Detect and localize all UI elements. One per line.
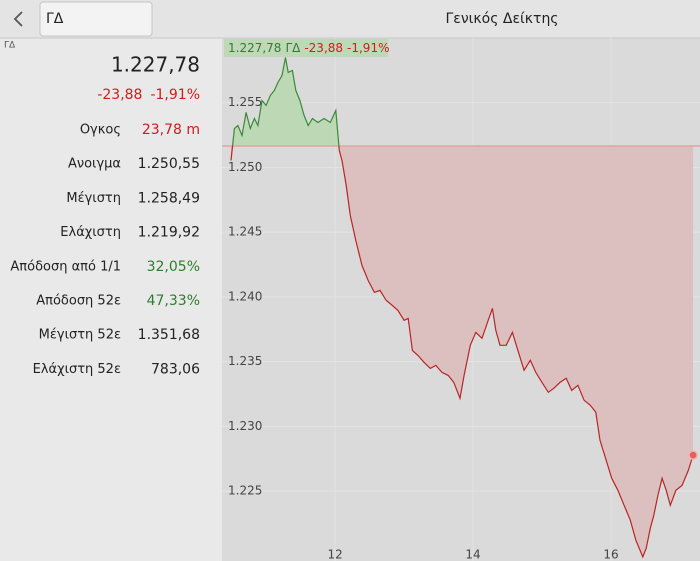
stat-label: Ανοιγμα [68, 157, 121, 172]
last-point [688, 450, 698, 460]
stat-label: Ελάχιστη [60, 225, 121, 240]
stat-value: 1.250,55 [138, 156, 200, 172]
stat-label: Απόδοση 52ε [36, 294, 121, 309]
page-title: Γενικός Δείκτης [445, 11, 558, 27]
legend: 1.227,78 ΓΔ -23,88 -1,91% [228, 41, 389, 55]
legend-price: 1.227,78 [228, 41, 281, 55]
area [230, 57, 694, 557]
stat-value: 1.351,68 [138, 327, 200, 343]
legend-symbol: ΓΔ [285, 41, 301, 55]
legend-pct: -1,91% [347, 41, 389, 55]
x-tick-label: 16 [603, 548, 618, 561]
stat-value: 47,33% [147, 293, 200, 309]
y-tick-label: 1.235 [228, 354, 262, 368]
stat-label: Μέγιστη [66, 191, 121, 206]
stat-value: 783,06 [151, 361, 200, 377]
y-tick-label: 1.255 [228, 95, 262, 109]
stats: Ογκος 23,78 m Ανοιγμα 1.250,55 Μέγιστη 1.258,… [10, 122, 200, 377]
change-value: -23,88 [97, 87, 142, 103]
stat-label: Απόδοση από 1/1 [10, 259, 121, 274]
search-box[interactable] [39, 1, 153, 37]
legend-box [224, 39, 388, 57]
stat-value: 1.258,49 [138, 190, 200, 206]
y-tick-label: 1.225 [228, 484, 262, 498]
x-tick-label: 14 [465, 548, 480, 561]
stat-value: 23,78 m [142, 122, 200, 138]
y-tick-label: 1.240 [228, 289, 262, 303]
y-tick-label: 1.250 [228, 160, 262, 174]
chart: 1.225 1.230 1.235 1.240 1.245 1.250 1.255 12 14 1… [222, 38, 700, 561]
symbol-tag: ΓΔ [4, 41, 16, 51]
back-button[interactable] [13, 11, 23, 27]
stat-value: 1.219,92 [138, 225, 200, 241]
y-tick-label: 1.230 [228, 419, 262, 433]
search-text: ΓΔ [46, 11, 64, 27]
y-tick-label: 1.245 [228, 225, 262, 239]
x-tick-label: 12 [327, 548, 342, 561]
price-line [230, 57, 694, 559]
change-pct: -1,91% [150, 87, 200, 103]
legend-change: -23,88 [304, 41, 343, 55]
change: -23,88 -1,91% [97, 87, 200, 103]
price: 1.227,78 [111, 53, 200, 77]
stat-label: Ελάχιστη 52ε [33, 362, 121, 377]
stat-label: Ογκος [80, 123, 121, 138]
stat-label: Μέγιστη 52ε [39, 328, 121, 343]
stat-value: 32,05% [147, 259, 200, 275]
